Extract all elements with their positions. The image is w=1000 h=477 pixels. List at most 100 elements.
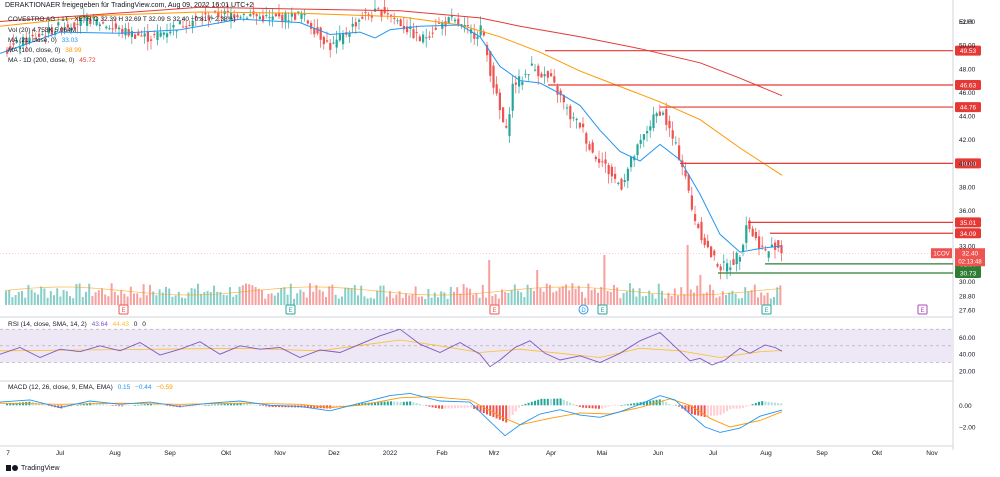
time-tick-label: Okt [872,450,882,457]
macd-histogram-bar [412,402,415,406]
price-tick-label: 42.00 [959,137,976,144]
candle-body [185,26,188,28]
candle-body [249,14,252,17]
candle-body [124,28,127,36]
macd-histogram-bar [713,405,716,416]
candle-body [38,33,41,37]
candle-body [607,164,610,175]
time-tick-label: Sep [816,450,828,457]
publisher-header: DERAKTIONAER freigegeben für TradingView… [5,2,254,9]
macd-histogram-bar [399,402,402,406]
candle-body [137,31,140,36]
volume-bar [289,283,292,305]
candle-body [236,15,239,18]
candle-body [639,139,642,144]
macd-histogram-bar [329,405,332,409]
volume-bar [398,291,401,305]
volume-bar [142,284,145,305]
macd-histogram-bar [342,405,344,407]
macd-histogram-bar [505,405,508,423]
macd-histogram-bar [668,404,671,406]
volume-bar [171,296,174,305]
candle-body [780,245,783,254]
volume-bar [309,283,311,305]
volume-bar [712,289,715,305]
macd-histogram-bar [210,404,213,406]
macd-histogram-bar [105,404,108,406]
macd-histogram-bar [623,404,626,406]
candle-body [591,142,594,153]
macd-histogram-bar [239,403,242,406]
price-tick-label: 48.00 [959,66,976,73]
candle-body [553,76,556,83]
candle-body [489,51,492,76]
volume-bar [49,291,52,305]
macd-histogram-bar [233,403,236,406]
macd-histogram-bar [386,401,389,406]
volume-bar [520,292,523,305]
volume-bar [181,297,183,305]
candle-body [466,25,469,27]
volume-bar [104,294,107,305]
volume-bar [152,291,155,305]
candle-body [290,12,293,17]
volume-bar [37,294,39,305]
candle-body [34,37,37,39]
volume-bar [117,295,119,305]
volume-bar [440,291,443,305]
time-tick-label: Dez [328,450,340,457]
macd-histogram-bar [774,402,776,406]
ma200-line [0,6,783,97]
candle-body [294,13,297,20]
candle-body [114,23,117,29]
brand-text: TradingView [21,464,60,472]
candle-body [172,25,175,28]
rsi-label: RSI (14, close, SMA, 14, 2) [8,321,87,328]
candle-body [44,35,47,37]
symbol-legend: COVESTRO AG · 1T · XETR O 32.39 H 32.69 … [8,16,239,23]
macd-histogram-bar [626,404,629,406]
volume-bar [315,285,318,305]
macd-histogram-bar [274,405,277,408]
macd-histogram-bar [649,400,652,406]
macd-histogram-bar [345,405,348,406]
tradingview-brand[interactable]: TradingView [6,464,60,472]
volume-bar [622,293,625,305]
volume-bar [341,296,343,305]
volume-bar [629,283,631,305]
rsi-legend: RSI (14, close, SMA, 14, 2) 43.64 44.43 … [8,321,149,328]
macd-histogram-bar [521,404,524,406]
volume-bar [331,284,334,305]
candle-body [684,170,687,177]
macd-histogram-bar [630,403,632,406]
candle-body [694,214,697,222]
candle-body [716,264,719,267]
macd-histogram-bar [495,405,498,419]
volume-bar [91,295,94,305]
volume-bar [299,289,302,305]
macd-histogram-bar [143,404,146,406]
macd-histogram-bar [662,400,664,406]
countdown-label: 02:13:48 [958,260,982,266]
event-marker-label: E [920,308,924,314]
volume-bar [65,291,68,305]
candle-body [367,14,370,16]
candle-body [713,250,716,256]
volume-bar [216,291,219,305]
volume-bar [443,292,446,305]
candle-body [418,36,421,41]
volume-bar [737,298,740,305]
volume-bar [366,298,369,305]
volume-bar [507,292,510,305]
volume-bar [753,284,756,305]
candle-body [508,114,511,136]
candle-body [585,133,588,144]
macd-histogram-bar [130,405,133,406]
candle-body [745,225,748,243]
candle-body [710,246,713,258]
candle-body [281,14,284,23]
volume-bar [469,288,471,305]
candle-body [428,36,431,38]
macd-histogram-bar [425,405,428,406]
